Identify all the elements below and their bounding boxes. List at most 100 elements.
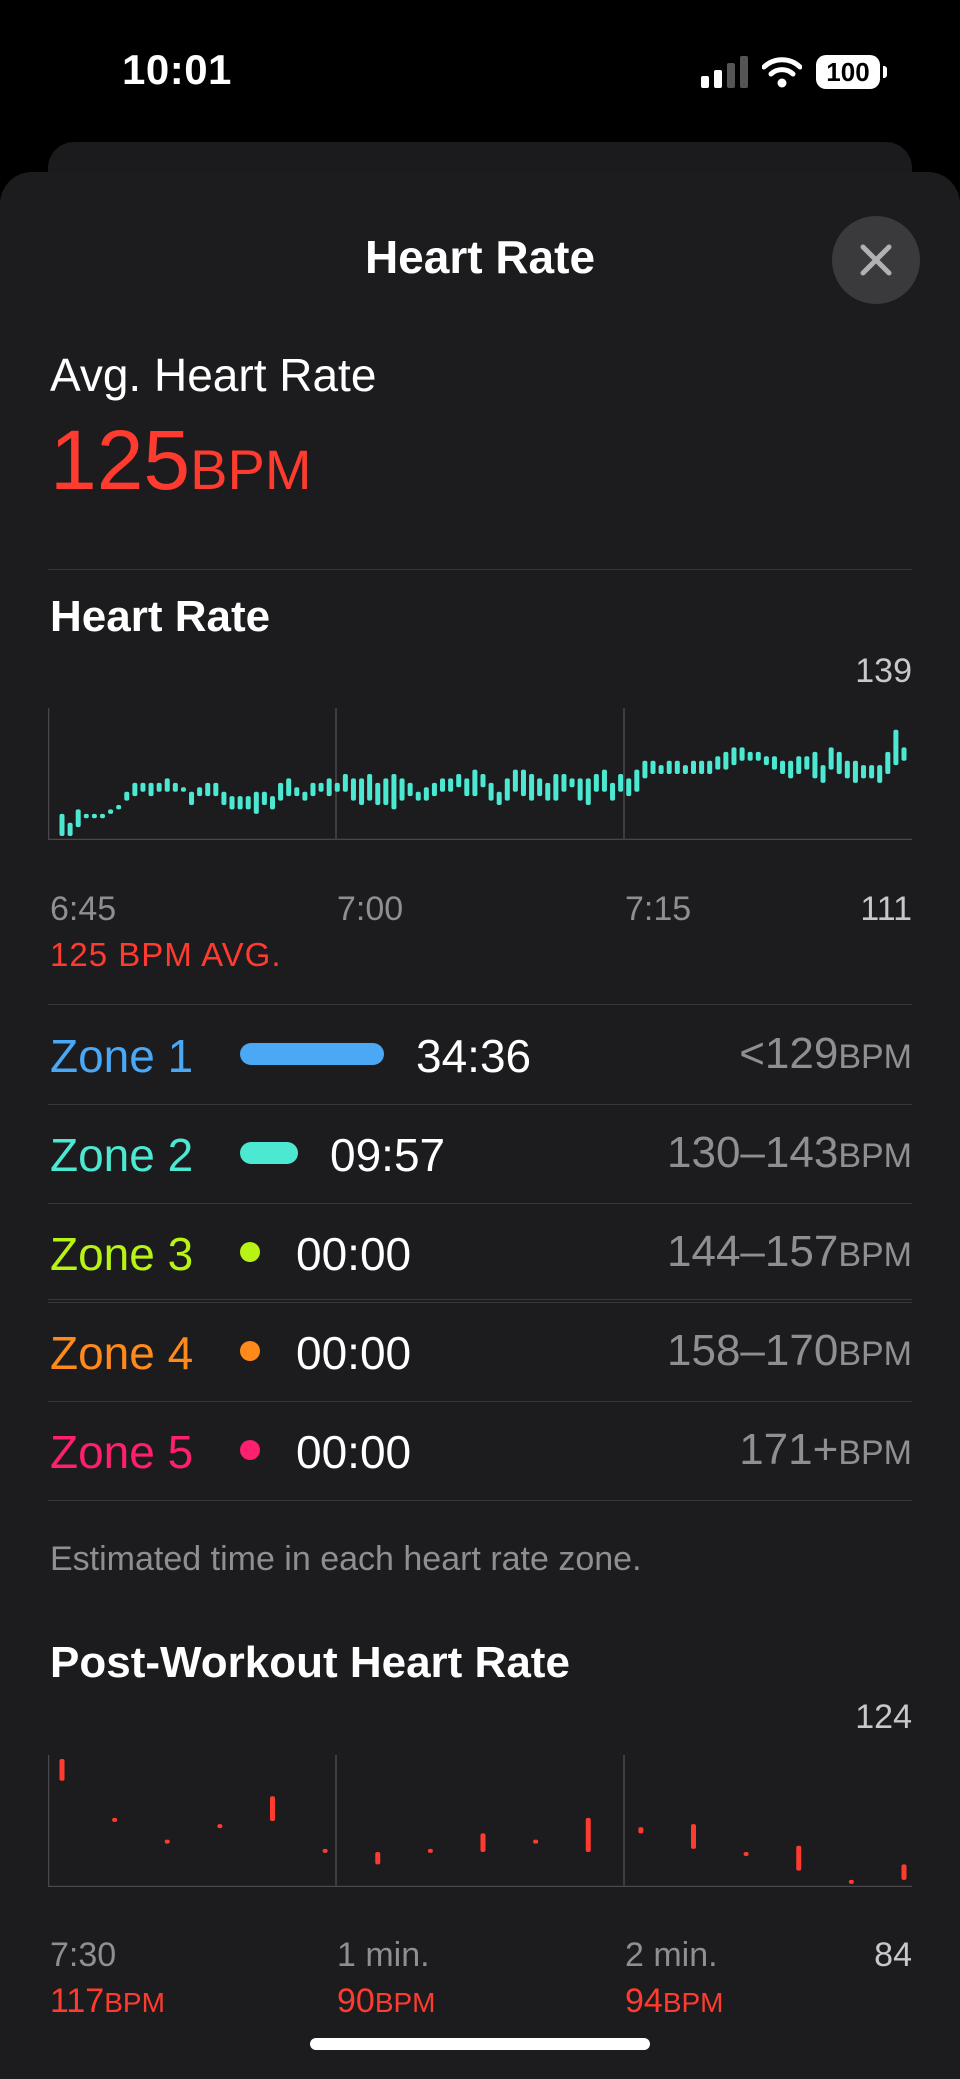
close-icon [860,244,892,276]
heart-rate-range-bar [472,769,478,797]
home-indicator[interactable] [310,2038,650,2050]
heart-rate-range-bar [755,751,761,761]
post-value-2: 94BPM [625,1982,724,2021]
zone-range: <129BPM [739,1029,912,1079]
heart-rate-range-bar [512,769,518,792]
post-workout-range-bar [375,1852,381,1865]
heart-rate-range-bar [504,778,510,801]
heart-rate-range-bar [156,782,162,792]
heart-rate-range-bar [270,796,275,810]
heart-rate-range-bar [91,813,97,819]
heart-rate-range-bar [350,778,356,801]
divider [48,1500,912,1501]
heart-rate-range-bar [796,756,802,774]
hr-y-min-label: 111 [860,890,912,928]
heart-rate-range-bar [771,756,777,770]
avg-heart-rate-value: 125BPM [50,412,312,509]
heart-rate-range-bar [302,791,308,801]
heart-rate-range-bar [569,778,575,788]
hr-y-max-label: 139 [855,652,912,690]
zone-2-duration-bar [240,1142,298,1164]
heart-rate-range-bar [561,774,567,792]
zone-row-4[interactable]: Zone 4 00:00 158–170BPM [48,1302,912,1401]
heart-rate-range-bar [213,782,219,797]
heart-rate-range-bar [658,765,664,774]
heart-rate-range-bar [180,787,186,792]
zone-range: 171+BPM [739,1425,912,1475]
zone-range-value: 130–143 [667,1128,839,1177]
heart-rate-chart [48,708,912,840]
heart-rate-range-bar [723,751,729,770]
divider [48,1004,912,1005]
post-value-unit: BPM [662,1987,724,2018]
zone-row-5[interactable]: Zone 5 00:00 171+BPM [48,1401,912,1500]
heart-rate-range-bar [877,765,883,783]
heart-rate-range-bar [189,791,195,805]
close-button[interactable] [832,216,920,304]
divider [48,1401,912,1402]
heart-rate-range-bar [901,747,907,761]
post-value-number: 94 [625,1982,663,2020]
heart-rate-range-bar [844,760,850,779]
heart-rate-range-bar [480,774,486,788]
heart-rate-range-bar [286,778,292,797]
heart-rate-range-bar [261,791,267,805]
heart-rate-range-bar [707,760,713,774]
heart-rate-range-bar [852,760,858,783]
post-workout-range-bar [901,1864,907,1880]
zone-time: 00:00 [296,1426,412,1478]
heart-rate-range-bar [496,791,502,805]
heart-rate-range-bar [172,782,178,792]
zone-range-unit: BPM [838,1236,912,1274]
heart-rate-range-bar [780,760,786,774]
heart-rate-range-bar [488,782,494,801]
zone-range-value: 158–170 [667,1326,839,1375]
heart-rate-range-bar [124,791,130,801]
heart-rate-range-bar [836,751,842,774]
heart-rate-range-bar [59,813,65,836]
heart-rate-range-bar [294,787,300,797]
post-workout-title: Post-Workout Heart Rate [50,1638,570,1687]
status-icons: 100 [701,52,887,92]
heart-rate-range-bar [634,769,640,792]
heart-rate-range-bar [310,782,316,797]
heart-rate-range-bar [788,760,794,779]
avg-heart-rate-label: Avg. Heart Rate [50,349,377,401]
heart-rate-range-bar [869,765,875,779]
heart-rate-range-bar [601,769,607,792]
post-workout-range-bar [427,1848,433,1853]
post-workout-range-bar [480,1833,486,1852]
heart-rate-range-bar [245,796,251,810]
heart-rate-range-bar [342,774,348,792]
zone-row-3[interactable]: Zone 3 00:00 144–157BPM [48,1203,912,1302]
zone-time: 34:36 [416,1030,532,1082]
heart-rate-range-bar [674,760,680,774]
heart-rate-range-bar [440,778,446,792]
post-value-unit: BPM [104,1987,165,2018]
zone-time: 00:00 [296,1228,412,1280]
zone-row-1[interactable]: Zone 1 34:36 <129BPM [48,1005,912,1104]
divider [48,1299,912,1300]
heart-rate-range-bar [407,782,413,797]
heart-rate-range-bar [691,760,696,774]
heart-rate-sheet: Heart Rate Avg. Heart Rate 125BPM Heart … [0,172,960,2079]
zone-range: 144–157BPM [667,1227,912,1277]
heart-rate-range-bar [334,782,340,792]
post-workout-range-bar [59,1759,65,1781]
zone-range: 158–170BPM [667,1326,912,1376]
heart-rate-range-bar [367,774,373,801]
zone-row-2[interactable]: Zone 2 09:57 130–143BPM [48,1104,912,1203]
heart-rate-range-bar [642,760,648,779]
zone-range-value: 144–157 [667,1227,839,1276]
heart-rate-range-bar [205,782,211,797]
heart-rate-range-bar [83,813,89,819]
heart-rate-range-bar [67,822,73,836]
heart-rate-range-bar [448,778,454,792]
heart-rate-range-bar [278,782,284,801]
post-workout-range-bar [533,1839,539,1844]
heart-rate-range-bar [75,809,81,828]
heart-rate-range-bar [610,782,616,801]
post-workout-range-bar [164,1839,170,1844]
post-value-number: 90 [337,1982,375,2020]
heart-rate-range-bar [148,782,154,797]
